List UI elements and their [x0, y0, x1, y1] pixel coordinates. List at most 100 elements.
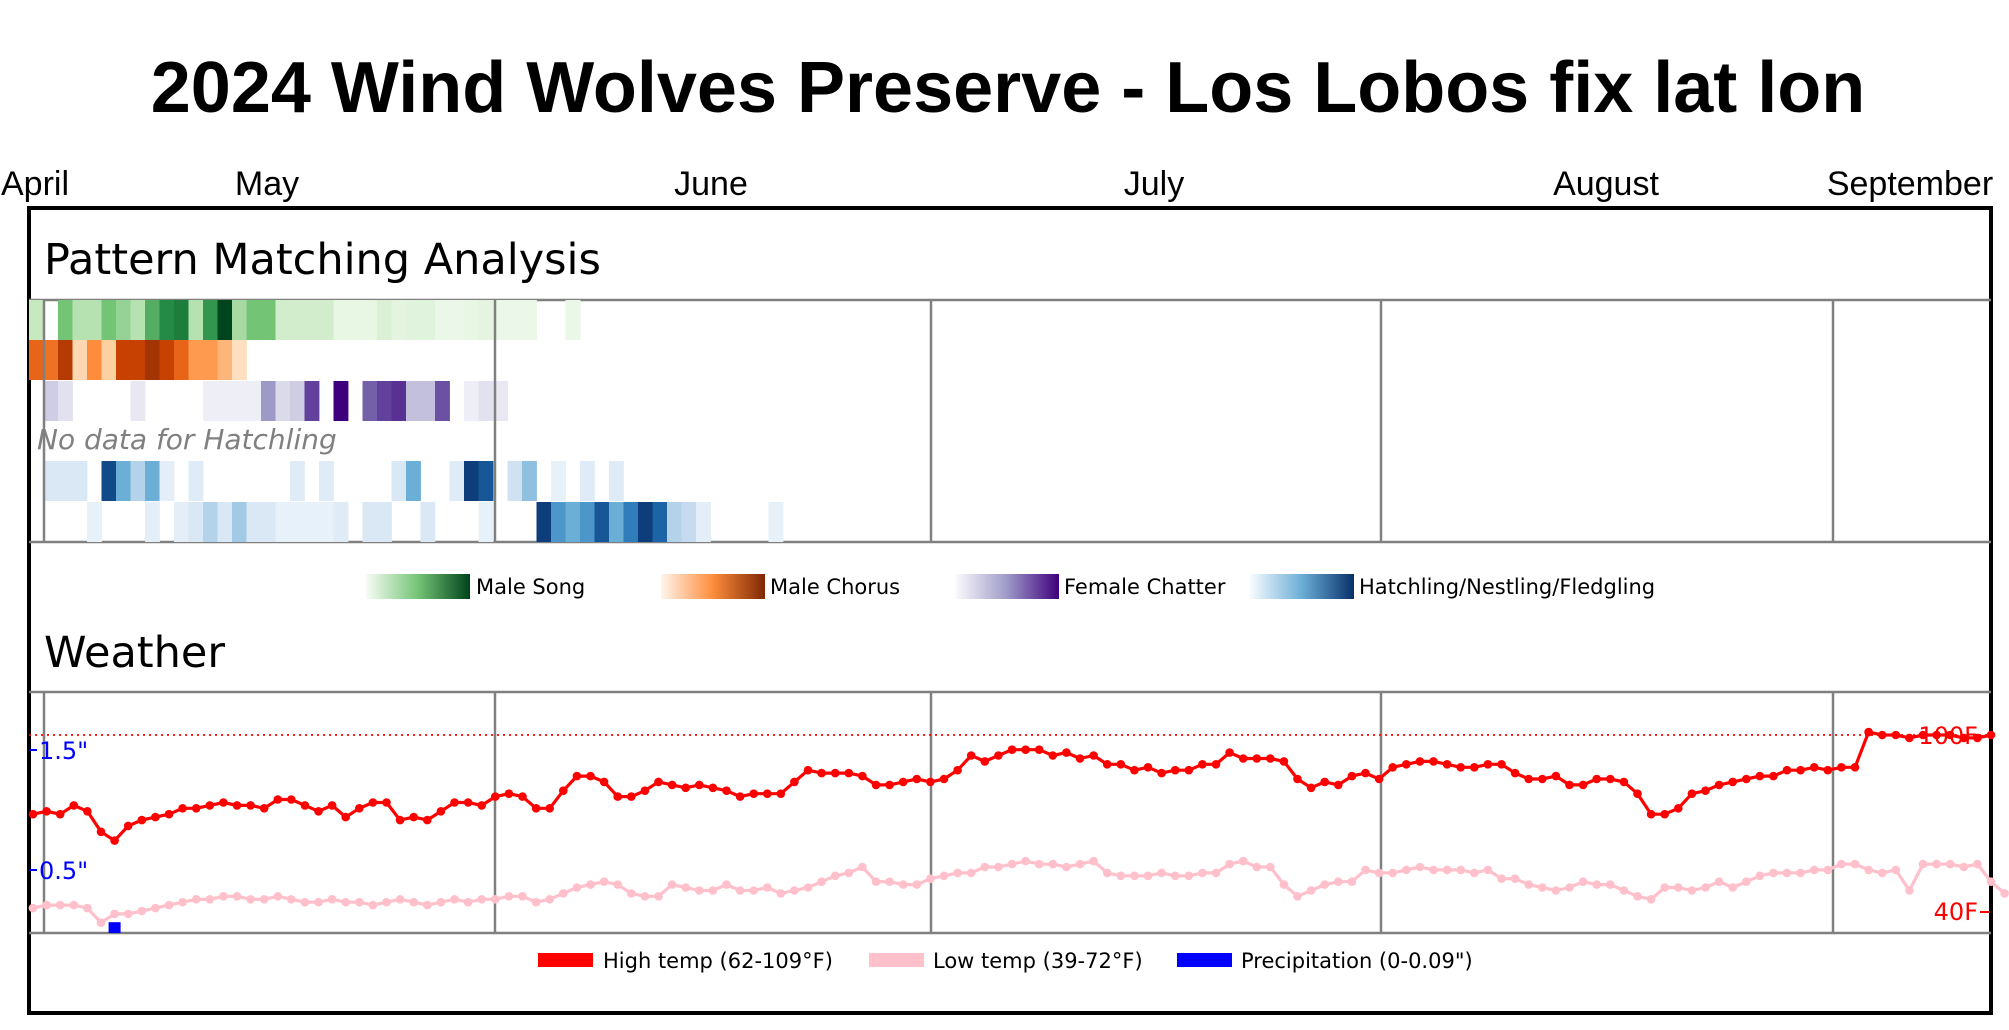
high-temp-point: [1102, 760, 1112, 769]
heat-cell-female-chatter: [261, 381, 276, 421]
heat-cell-male-song: [275, 300, 291, 340]
high-temp-point: [640, 786, 650, 795]
low-temp-point: [1252, 862, 1262, 872]
low-temp-point: [1361, 865, 1370, 875]
low-temp-point: [1157, 868, 1166, 878]
low-temp-point: [395, 895, 405, 904]
high-temp-point: [518, 792, 527, 801]
heat-cell-male-song: [391, 300, 407, 340]
high-temp-point: [1796, 765, 1805, 775]
high-temp-point: [531, 804, 541, 813]
low-temp-point: [1714, 877, 1724, 886]
high-temp-point: [994, 751, 1003, 760]
high-temp-point: [42, 807, 51, 816]
low-temp-point: [1986, 877, 1996, 886]
heat-cell-male-song: [217, 300, 233, 340]
high-temp-point: [110, 836, 119, 845]
low-temp-point: [1646, 895, 1656, 904]
heat-cell-fledgling: [420, 502, 436, 542]
high-temp-point: [1932, 730, 1941, 740]
low-temp-point: [1755, 871, 1765, 881]
high-temp-point: [191, 804, 201, 813]
high-temp-point: [1538, 774, 1547, 784]
heat-cell-fledgling: [638, 502, 653, 542]
high-temp-point: [1674, 804, 1683, 813]
left-axis: 1.5" 0.5": [29, 737, 88, 885]
high-temp-point: [844, 768, 854, 778]
high-temp-point: [382, 798, 391, 807]
low-temp-point: [1674, 883, 1683, 892]
heat-cell-female-chatter: [362, 381, 378, 421]
high-temp-point: [219, 798, 228, 807]
high-temp-point: [817, 768, 826, 778]
high-temp-point: [1225, 748, 1234, 757]
high-temp-point: [1497, 760, 1506, 769]
weather-month-gridlines: [42, 692, 1835, 933]
heat-cell-nestling: [609, 461, 624, 501]
high-temp-point: [1769, 771, 1778, 781]
heat-cell-female-chatter: [217, 381, 233, 421]
low-temp-point: [1905, 886, 1914, 895]
low-temp-point: [858, 862, 867, 872]
high-temp-point: [1211, 760, 1221, 769]
high-temp-point: [246, 801, 255, 810]
heat-cell-male-song: [420, 300, 436, 340]
legend-swatch-male-song: [366, 574, 470, 599]
low-temp-point: [1007, 859, 1017, 869]
high-temp-point: [1089, 751, 1098, 760]
high-temp-point: [749, 789, 758, 798]
low-temp-point: [450, 895, 459, 904]
low-temp-point: [164, 900, 174, 910]
low-temp-point: [83, 903, 92, 913]
heat-cell-fledgling: [319, 502, 334, 542]
high-temp-point: [1742, 774, 1751, 784]
low-temp-point: [1429, 865, 1438, 875]
high-temp-point: [83, 807, 92, 816]
heat-cell-female-chatter: [58, 381, 73, 421]
heat-cell-male-song: [319, 300, 334, 340]
low-temp-point: [1945, 859, 1955, 869]
month-label-september: September: [1827, 165, 1993, 203]
high-temp-point: [776, 789, 786, 798]
high-temp-point: [1959, 733, 1969, 743]
heat-cell-female-chatter: [435, 381, 450, 421]
high-temp-point: [1633, 789, 1642, 798]
low-temp-point: [926, 874, 935, 883]
heat-cell-nestling: [522, 461, 537, 501]
low-temp-point: [1809, 865, 1819, 875]
high-temp-point: [1701, 786, 1710, 795]
high-temp-point: [885, 780, 894, 790]
low-temp-point: [1592, 880, 1601, 889]
low-temp-point: [69, 900, 79, 910]
heat-cell-male-chorus: [29, 340, 44, 380]
high-temp-point: [1334, 780, 1343, 790]
low-temp-series: [28, 856, 2009, 927]
heat-cell-male-chorus: [101, 340, 117, 380]
heat-cell-male-chorus: [174, 340, 189, 380]
low-temp-point: [1334, 877, 1343, 886]
low-temp-point: [1374, 868, 1384, 878]
low-temp-point: [599, 877, 609, 886]
low-temp-point: [695, 886, 704, 895]
low-temp-point: [1442, 865, 1452, 875]
low-temp-point: [1062, 862, 1071, 872]
heat-cell-male-song: [290, 300, 305, 340]
high-temp-point: [953, 765, 962, 775]
low-temp-point: [681, 883, 690, 892]
high-temp-point: [409, 812, 419, 822]
high-temp-point: [858, 771, 867, 781]
high-temp-point: [28, 809, 38, 819]
low-temp-point: [1606, 880, 1615, 889]
high-temp-point: [572, 771, 582, 781]
legend-swatch-precipitation: [1177, 953, 1232, 967]
heat-cell-female-chatter: [391, 381, 407, 421]
low-temp-point: [205, 895, 215, 904]
high-temp-point: [1823, 765, 1833, 775]
high-temp-point: [1619, 777, 1629, 787]
high-temp-point: [1361, 768, 1370, 778]
high-temp-point: [654, 777, 663, 787]
high-temp-point: [1918, 730, 1928, 740]
heat-cell-female-chatter: [420, 381, 436, 421]
heat-cell-female-chatter: [478, 381, 494, 421]
